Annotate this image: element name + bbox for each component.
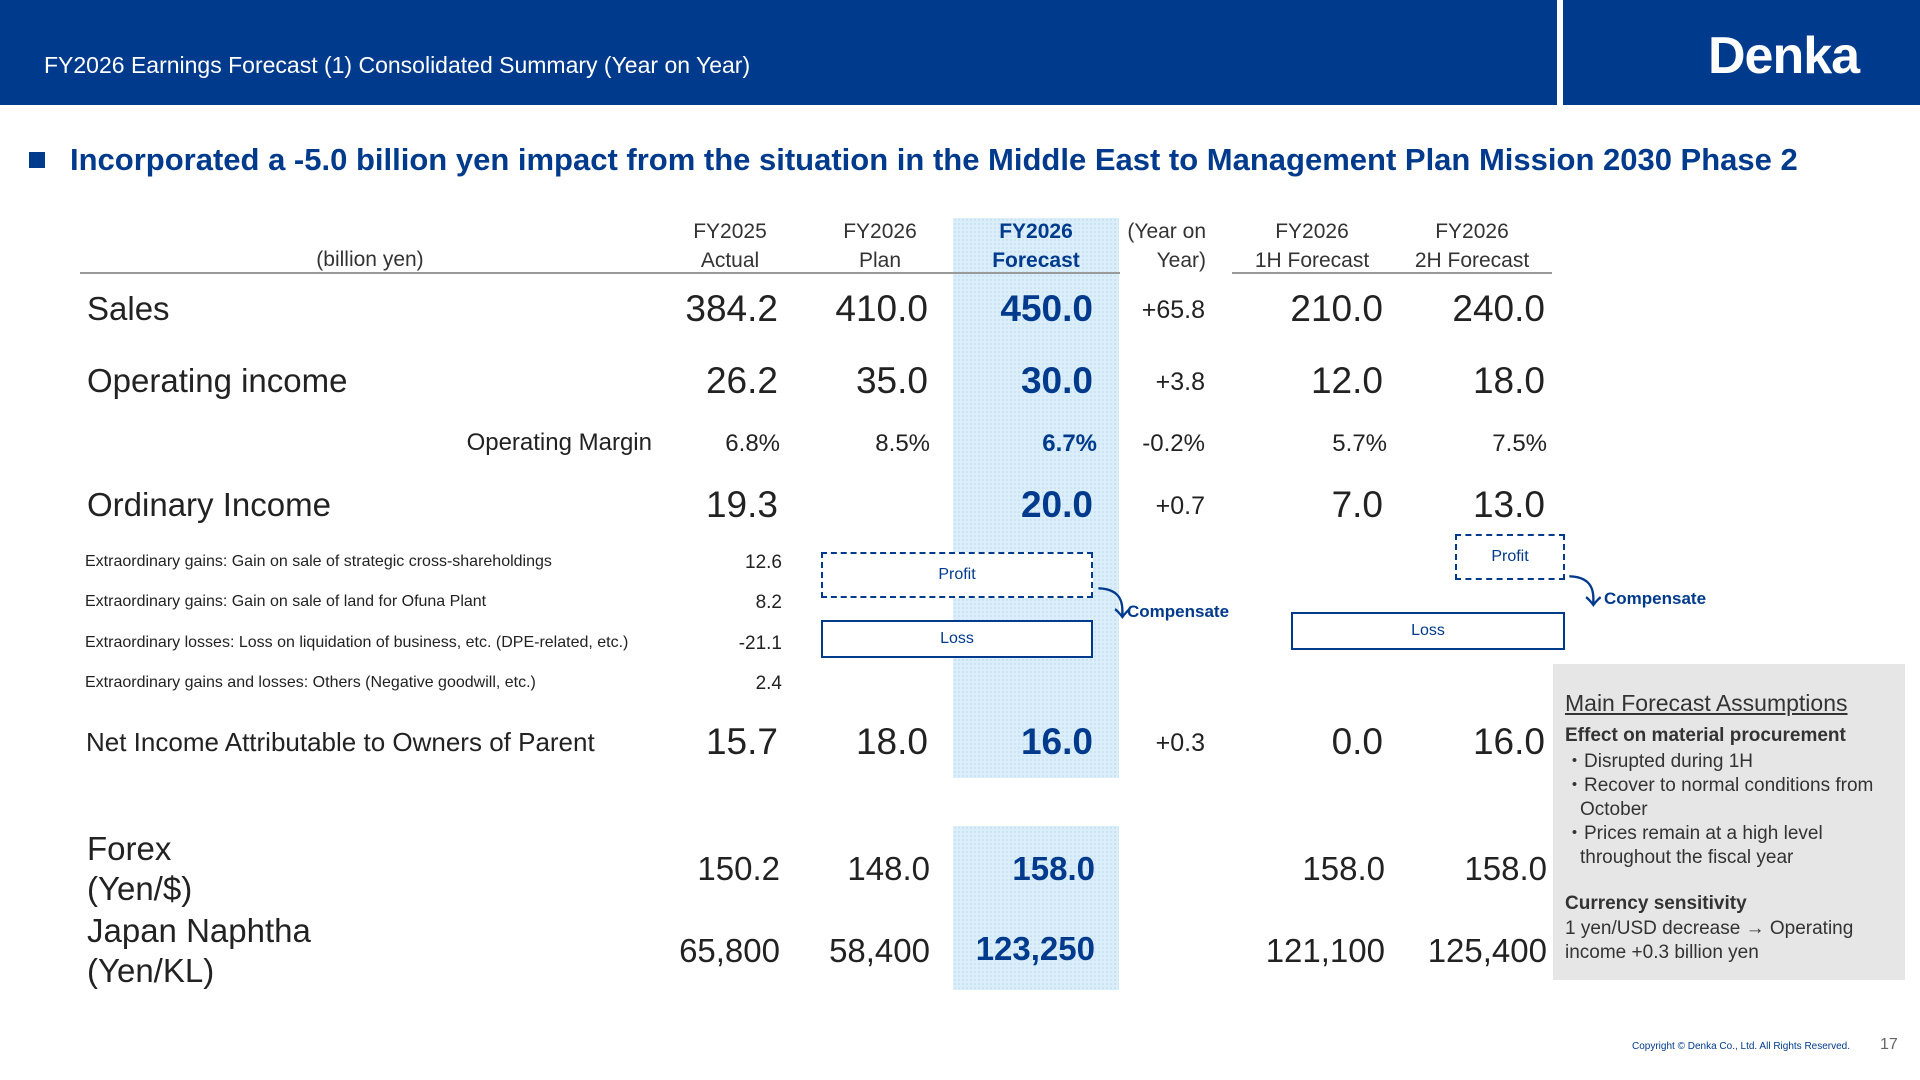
margin-yoy: -0.2% [1142, 430, 1205, 457]
row-label-forex: Forex (Yen/$) [87, 830, 193, 907]
naphtha-forecast: 123,250 [975, 930, 1095, 967]
ordinary-forecast: 20.0 [1020, 484, 1093, 525]
page-number: 17 [1880, 1036, 1898, 1053]
procurement-item: ・Disrupted during 1H [1565, 751, 1753, 772]
row-label-net-income: Net Income Attributable to Owners of Par… [86, 727, 595, 757]
profit-box-2h: Profit [1455, 534, 1565, 580]
row-label-operating-margin: Operating Margin [466, 429, 652, 456]
slide-title: FY2026 Earnings Forecast (1) Consolidate… [44, 52, 751, 78]
row-label-naphtha: Japan Naphtha (Yen/KL) [87, 912, 311, 989]
margin-1h: 5.7% [1332, 430, 1387, 457]
forex-1h: 158.0 [1302, 850, 1385, 887]
netincome-plan: 18.0 [855, 721, 928, 762]
col-header-forecast: FY2026 Forecast [992, 220, 1080, 272]
extra-value-ofuna-land: 8.2 [755, 592, 782, 613]
extra-label-cross-shareholdings: Extraordinary gains: Gain on sale of str… [85, 553, 552, 570]
sales-1h: 210.0 [1290, 288, 1383, 329]
bullet-square-icon [29, 152, 45, 168]
opincome-plan: 35.0 [855, 360, 928, 401]
forecast-column-highlight [953, 218, 1119, 778]
opincome-1h: 12.0 [1310, 360, 1383, 401]
row-label-ordinary-income: Ordinary Income [87, 486, 331, 523]
ordinary-2h: 13.0 [1472, 484, 1545, 525]
netincome-yoy: +0.3 [1155, 729, 1205, 757]
naphtha-1h: 121,100 [1265, 932, 1385, 969]
denka-logo: Denka [1708, 27, 1860, 85]
opincome-2h: 18.0 [1472, 360, 1545, 401]
ordinary-fy2025: 19.3 [705, 484, 778, 525]
forex-2h: 158.0 [1464, 850, 1547, 887]
compensate-arrow-icon: ⤵ [1097, 586, 1131, 624]
naphtha-plan: 58,400 [829, 932, 930, 969]
extra-label-ofuna-land: Extraordinary gains: Gain on sale of lan… [85, 593, 487, 610]
opincome-yoy: +3.8 [1155, 368, 1205, 396]
opincome-forecast: 30.0 [1020, 360, 1093, 401]
row-label-sales: Sales [87, 290, 170, 327]
extra-label-others: Extraordinary gains and losses: Others (… [85, 674, 536, 691]
header-bar [0, 0, 1557, 105]
extra-value-liquidation-loss: -21.1 [738, 633, 782, 654]
naphtha-fy2025: 65,800 [679, 932, 780, 969]
sales-plan: 410.0 [835, 288, 928, 329]
extra-label-liquidation-loss: Extraordinary losses: Loss on liquidatio… [85, 634, 629, 651]
netincome-1h: 0.0 [1331, 721, 1383, 762]
headline: Incorporated a -5.0 billion yen impact f… [70, 142, 1798, 177]
profit-box-fullyear: Profit [821, 552, 1093, 598]
procurement-list: ・Disrupted during 1H ・Recover to normal … [1565, 750, 1895, 870]
extra-value-others: 2.4 [755, 673, 782, 694]
col-header-2h: FY2026 2H Forecast [1414, 220, 1530, 272]
ordinary-yoy: +0.7 [1155, 492, 1205, 520]
col-header-plan: FY2026 Plan [843, 220, 917, 272]
compensate-label-fullyear: Compensate [1127, 602, 1230, 621]
opincome-fy2025: 26.2 [705, 360, 778, 401]
col-header-fy2025: FY2025 Actual [693, 220, 767, 272]
netincome-fy2025: 15.7 [705, 721, 778, 762]
procurement-item: ・Prices remain at a high level throughou… [1565, 823, 1823, 868]
procurement-item: ・Recover to normal conditions from Octob… [1565, 775, 1874, 820]
assumptions-title: Main Forecast Assumptions [1565, 690, 1848, 716]
unit-label: (billion yen) [316, 248, 424, 271]
forex-plan: 148.0 [847, 850, 930, 887]
compensate-label-halves: Compensate [1604, 589, 1707, 608]
forex-fy2025: 150.2 [697, 850, 780, 887]
col-header-1h: FY2026 1H Forecast [1254, 220, 1370, 272]
logo-area [1563, 0, 1920, 105]
margin-plan: 8.5% [875, 430, 930, 457]
header-rule [80, 272, 1120, 274]
procurement-heading: Effect on material procurement [1565, 725, 1846, 746]
sales-fy2025: 384.2 [685, 288, 778, 329]
netincome-forecast: 16.0 [1020, 721, 1093, 762]
sensitivity-heading: Currency sensitivity [1565, 893, 1747, 914]
extra-value-cross-shareholdings: 12.6 [745, 552, 782, 573]
sales-forecast: 450.0 [1000, 288, 1093, 329]
netincome-2h: 16.0 [1472, 721, 1545, 762]
loss-box-1h: Loss [1291, 612, 1565, 650]
compensate-arrow-icon-halves: ⤵ [1568, 574, 1602, 612]
naphtha-2h: 125,400 [1427, 932, 1547, 969]
loss-box-fullyear: Loss [821, 620, 1093, 658]
copyright: Copyright © Denka Co., Ltd. All Rights R… [1632, 1041, 1851, 1052]
margin-fy2025: 6.8% [725, 430, 780, 457]
forex-forecast: 158.0 [1012, 850, 1095, 887]
header-rule-halves [1232, 272, 1552, 274]
forecast-column-highlight-lower [953, 826, 1119, 990]
sales-yoy: +65.8 [1141, 296, 1205, 324]
col-header-yoy: (Year on Year) [1127, 220, 1206, 272]
sensitivity-text: 1 yen/USD decrease → Operating income +0… [1565, 918, 1854, 963]
ordinary-1h: 7.0 [1331, 484, 1383, 525]
row-label-operating-income: Operating income [87, 362, 348, 399]
sales-2h: 240.0 [1452, 288, 1545, 329]
assumptions-panel: Main Forecast Assumptions Effect on mate… [1553, 664, 1905, 980]
margin-forecast: 6.7% [1042, 430, 1097, 457]
margin-2h: 7.5% [1492, 430, 1547, 457]
